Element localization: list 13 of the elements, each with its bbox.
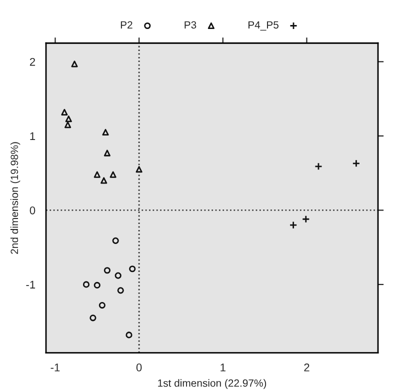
y-axis-title: 2nd dimension (19.98%)	[10, 142, 20, 254]
x-axis-title: 1st dimension (22.97%)	[158, 379, 266, 389]
x-tick-label: -1	[50, 364, 60, 372]
legend-label: P2	[120, 21, 132, 28]
legend-label: P3	[184, 21, 196, 29]
x-tick-label: 0	[136, 364, 142, 372]
y-tick-label: -1	[26, 280, 36, 289]
legend-label: P4_P5	[248, 21, 278, 31]
y-tick-label: 0	[30, 206, 36, 214]
y-tick-label: 1	[30, 132, 36, 140]
y-tick-label: 2	[30, 58, 36, 66]
x-tick-label: 2	[304, 364, 310, 372]
x-tick-label: 1	[220, 364, 226, 372]
